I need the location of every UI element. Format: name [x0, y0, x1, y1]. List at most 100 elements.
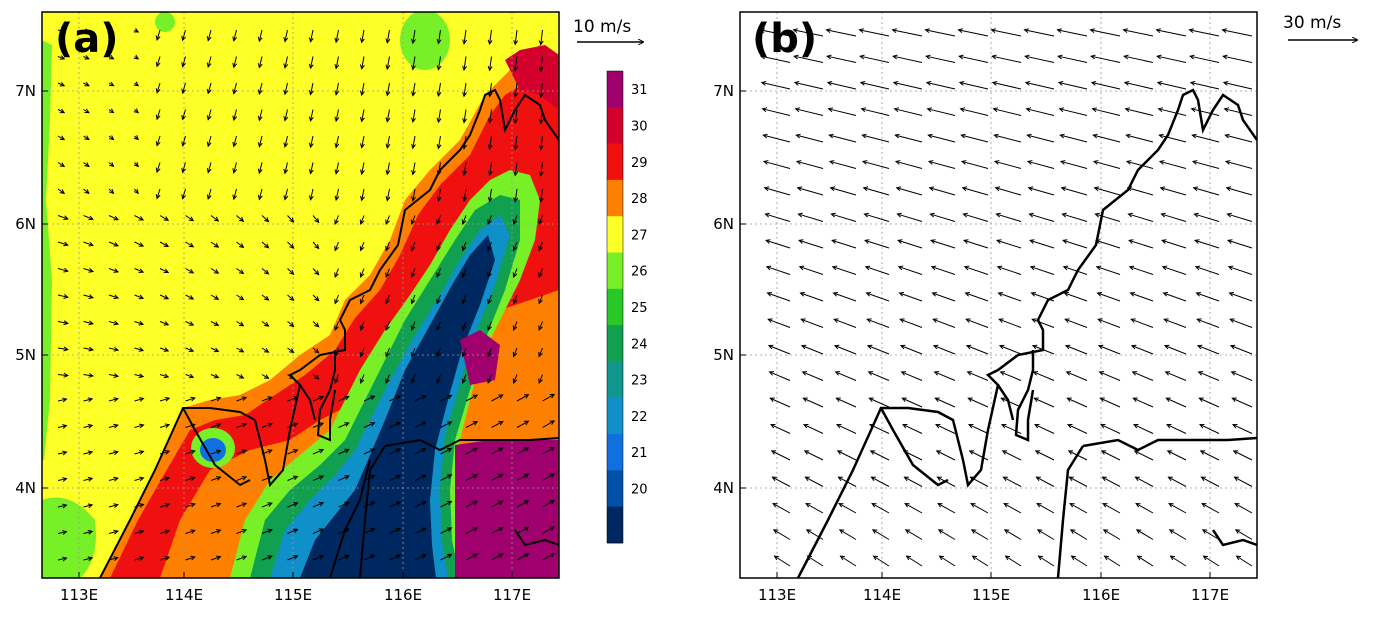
- wind-arrow: [964, 266, 989, 275]
- wind-arrowhead: [267, 555, 273, 560]
- wind-arrowhead: [318, 448, 325, 454]
- wind-arrowhead: [1059, 133, 1065, 139]
- wind-arrow: [57, 215, 68, 220]
- colorbar-segment: [607, 143, 623, 181]
- wind-arrowhead: [487, 351, 492, 358]
- wind-arrow: [1103, 529, 1121, 540]
- wind-arrowhead: [461, 351, 467, 358]
- wind-arrow: [1163, 292, 1187, 302]
- wind-arrowhead: [1064, 318, 1070, 323]
- wind-arrowhead: [498, 473, 504, 479]
- wind-arrow: [1071, 555, 1088, 567]
- wind-arrow: [1094, 187, 1121, 196]
- wind-arrowhead: [334, 245, 339, 252]
- wind-arrow: [1223, 82, 1253, 90]
- wind-arrowhead: [1198, 423, 1205, 429]
- wind-arrow: [156, 109, 161, 120]
- wind-arrow: [900, 345, 923, 355]
- wind-arrow: [338, 554, 350, 561]
- wind-arrow: [83, 398, 93, 402]
- wind-arrow: [83, 424, 93, 428]
- wind-arrowhead: [1025, 107, 1032, 113]
- wind-arrowhead: [289, 348, 295, 354]
- wind-arrowhead: [318, 528, 325, 533]
- wind-arrow: [765, 239, 791, 249]
- wind-arrowhead: [762, 160, 769, 165]
- wind-arrow: [862, 134, 890, 143]
- wind-arrowhead: [831, 239, 837, 244]
- wind-arrow: [236, 423, 247, 428]
- wind-arrowhead: [188, 268, 195, 274]
- wind-arrow: [440, 421, 452, 428]
- wind-arrowhead: [292, 422, 299, 428]
- wind-arrow: [1156, 29, 1187, 37]
- wind-arrow: [284, 82, 288, 95]
- wind-arrowhead: [792, 28, 798, 34]
- wind-arrow: [1193, 187, 1220, 196]
- wind-arrowhead: [283, 142, 289, 148]
- wind-arrow: [794, 82, 824, 90]
- wind-arrow: [261, 555, 273, 561]
- wind-arrow: [1036, 476, 1055, 487]
- wind-arrowhead: [549, 393, 556, 399]
- wind-arrow: [1090, 29, 1121, 37]
- wind-arrowhead: [232, 194, 238, 201]
- wind-arrowhead: [292, 449, 299, 454]
- wind-arrow: [1027, 134, 1055, 143]
- wind-arrowhead: [891, 28, 897, 34]
- wind-arrowhead: [113, 556, 119, 561]
- wind-arrowhead: [1166, 450, 1173, 455]
- wind-arrow: [765, 213, 791, 222]
- wind-arrow: [185, 294, 194, 300]
- wind-arrow: [182, 188, 186, 199]
- wind-arrowhead: [289, 217, 295, 223]
- wind-arrowhead: [447, 474, 453, 479]
- wind-arrowhead: [934, 397, 940, 403]
- wind-arrow: [865, 266, 890, 275]
- wind-arrowhead: [992, 107, 999, 113]
- wind-arrow: [57, 347, 68, 351]
- wind-arrowhead: [927, 133, 933, 139]
- colorbar-frame: [606, 70, 624, 544]
- wind-arrowhead: [190, 449, 196, 455]
- wind-arrowhead: [62, 450, 68, 456]
- wind-arrow: [312, 294, 320, 301]
- wind-arrow: [1064, 292, 1088, 302]
- wind-arrow: [1165, 371, 1187, 381]
- wind-arrowhead: [838, 529, 845, 534]
- wind-arrow: [831, 213, 857, 222]
- wind-arrowhead: [1128, 239, 1134, 244]
- wind-arrowhead: [800, 318, 806, 323]
- wind-arrowhead: [871, 529, 878, 534]
- wind-arrow: [312, 241, 320, 249]
- wind-arrowhead: [991, 54, 997, 60]
- wind-arrowhead: [772, 502, 778, 508]
- wind-arrow: [1101, 450, 1121, 461]
- x-tick-label: 117E: [493, 586, 531, 604]
- wind-arrow: [57, 268, 68, 272]
- y-tick-label: 5N: [713, 346, 734, 364]
- wind-arrow: [1036, 503, 1055, 514]
- wind-arrowhead: [215, 555, 222, 561]
- wind-arrow: [1091, 55, 1121, 63]
- wind-arrowhead: [241, 396, 248, 402]
- wind-arrowhead: [1062, 265, 1069, 271]
- colorbar-tick-label: 31: [631, 83, 648, 98]
- wind-arrow: [966, 318, 989, 328]
- wind-arrow: [1189, 29, 1220, 37]
- wind-arrowhead: [133, 54, 140, 60]
- wind-arrowhead: [318, 501, 325, 507]
- wind-arrowhead: [59, 162, 66, 168]
- wind-arrow: [440, 474, 452, 481]
- wind-arrowhead: [999, 371, 1006, 376]
- wind-arrowhead: [924, 28, 930, 34]
- wind-arrow: [965, 292, 989, 302]
- wind-arrowhead: [283, 89, 289, 96]
- wind-arrow: [411, 347, 416, 357]
- wind-arrow: [334, 294, 339, 304]
- wind-arrowhead: [937, 529, 944, 534]
- wind-arrowhead: [436, 245, 441, 252]
- wind-arrowhead: [963, 265, 970, 271]
- wind-arrowhead: [84, 28, 90, 33]
- wind-arrowhead: [138, 294, 145, 300]
